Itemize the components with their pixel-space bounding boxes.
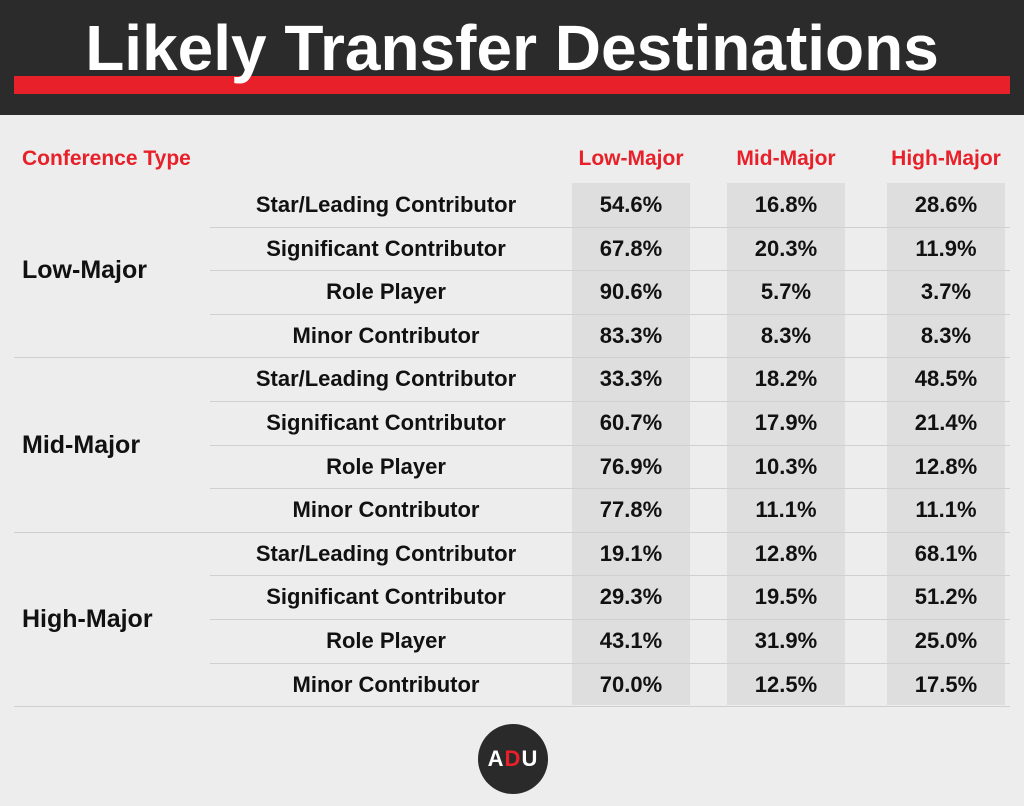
- row-header-label: Conference Type: [22, 147, 191, 170]
- value-cell: 12.5%: [754, 671, 818, 697]
- column-background: [727, 183, 845, 705]
- value-cell: 29.3%: [599, 584, 663, 610]
- role-label: Minor Contributor: [292, 497, 480, 523]
- value-cell: 90.6%: [599, 279, 663, 305]
- value-cell: 8.3%: [920, 322, 972, 348]
- title-banner: Likely Transfer Destinations: [0, 0, 1024, 115]
- row-divider: [210, 619, 1010, 620]
- table-row: Star/Leading Contributor 19.1% 12.8% 68.1%: [0, 532, 1024, 575]
- column-background: [887, 183, 1005, 705]
- value-cell: 54.6%: [599, 192, 663, 217]
- row-divider: [210, 662, 1010, 664]
- value-cell: 18.2%: [754, 366, 818, 392]
- row-divider: [210, 575, 1010, 577]
- group-label: Low-Major: [22, 256, 147, 285]
- table-row: Star/Leading Contributor 54.6% 16.8% 28.6%: [0, 183, 1024, 226]
- value-cell: 10.3%: [754, 453, 818, 479]
- title-underline-bar: [14, 76, 1010, 94]
- role-label: Significant Contributor: [266, 410, 506, 435]
- row-divider: [210, 226, 1010, 228]
- value-cell: 11.9%: [915, 235, 977, 261]
- role-label: Minor Contributor: [292, 671, 480, 697]
- role-label: Role Player: [326, 628, 446, 653]
- table-row: Significant Contributor 60.7% 17.9% 21.4%: [0, 401, 1024, 444]
- value-cell: 33.3%: [599, 366, 663, 392]
- table-row: Minor Contributor 83.3% 8.3% 8.3%: [0, 314, 1024, 357]
- group-divider: [14, 706, 1010, 708]
- value-cell: 83.3%: [599, 322, 663, 348]
- table-row: Minor Contributor 70.0% 12.5% 17.5%: [0, 663, 1024, 706]
- group-divider: [14, 531, 1010, 533]
- column-header: High-Major: [891, 147, 1001, 170]
- adu-logo: ADU: [478, 724, 548, 794]
- column-background: [572, 183, 690, 705]
- value-cell: 19.1%: [599, 540, 663, 566]
- value-cell: 19.5%: [754, 584, 818, 610]
- row-divider: [210, 488, 1010, 490]
- value-cell: 70.0%: [599, 671, 663, 697]
- value-cell: 76.9%: [599, 453, 663, 479]
- value-cell: 21.4%: [914, 410, 978, 435]
- role-label: Role Player: [326, 279, 446, 305]
- value-cell: 8.3%: [760, 322, 812, 348]
- role-label: Minor Contributor: [292, 322, 480, 348]
- table-row: Star/Leading Contributor 33.3% 18.2% 48.5%: [0, 357, 1024, 400]
- value-cell: 20.3%: [754, 235, 818, 261]
- table-row: Minor Contributor 77.8% 11.1% 11.1%: [0, 488, 1024, 531]
- role-label: Star/Leading Contributor: [255, 366, 517, 392]
- value-cell: 77.8%: [599, 497, 663, 523]
- role-label: Significant Contributor: [266, 584, 506, 610]
- group-divider: [14, 357, 1010, 359]
- table-row: Significant Contributor 29.3% 19.5% 51.2%: [0, 575, 1024, 618]
- value-cell: 43.1%: [599, 628, 663, 653]
- row-divider: [210, 401, 1010, 402]
- group-label: High-Major: [22, 605, 153, 633]
- column-header: Mid-Major: [736, 147, 836, 170]
- table-row: Role Player 76.9% 10.3% 12.8%: [0, 445, 1024, 488]
- value-cell: 28.6%: [914, 192, 978, 217]
- value-cell: 3.7%: [920, 279, 972, 305]
- value-cell: 31.9%: [754, 628, 818, 653]
- value-cell: 11.1%: [755, 497, 817, 523]
- value-cell: 48.5%: [914, 366, 978, 392]
- row-divider: [210, 270, 1010, 272]
- page-title: Likely Transfer Destinations: [85, 12, 939, 84]
- table-row: Role Player 43.1% 31.9% 25.0%: [0, 619, 1024, 662]
- value-cell: 17.5%: [914, 671, 978, 697]
- value-cell: 17.9%: [754, 410, 818, 435]
- logo-text: ADU: [487, 746, 539, 771]
- role-label: Significant Contributor: [266, 235, 506, 261]
- value-cell: 16.8%: [754, 192, 818, 217]
- value-cell: 12.8%: [914, 453, 978, 479]
- group-label: Mid-Major: [22, 430, 141, 459]
- value-cell: 67.8%: [599, 235, 663, 261]
- value-cell: 5.7%: [760, 279, 812, 305]
- row-divider: [210, 313, 1010, 315]
- value-cell: 25.0%: [914, 628, 978, 653]
- value-cell: 11.1%: [915, 497, 977, 523]
- value-cell: 12.8%: [754, 540, 818, 566]
- row-divider: [210, 444, 1010, 446]
- value-cell: 51.2%: [914, 584, 978, 610]
- table-row: Role Player 90.6% 5.7% 3.7%: [0, 270, 1024, 313]
- role-label: Star/Leading Contributor: [255, 192, 517, 217]
- value-cell: 60.7%: [599, 410, 663, 435]
- role-label: Role Player: [326, 453, 446, 479]
- table-row: Significant Contributor 67.8% 20.3% 11.9%: [0, 227, 1024, 270]
- value-cell: 68.1%: [914, 540, 978, 566]
- role-label: Star/Leading Contributor: [255, 540, 517, 566]
- column-header: Low-Major: [578, 147, 684, 170]
